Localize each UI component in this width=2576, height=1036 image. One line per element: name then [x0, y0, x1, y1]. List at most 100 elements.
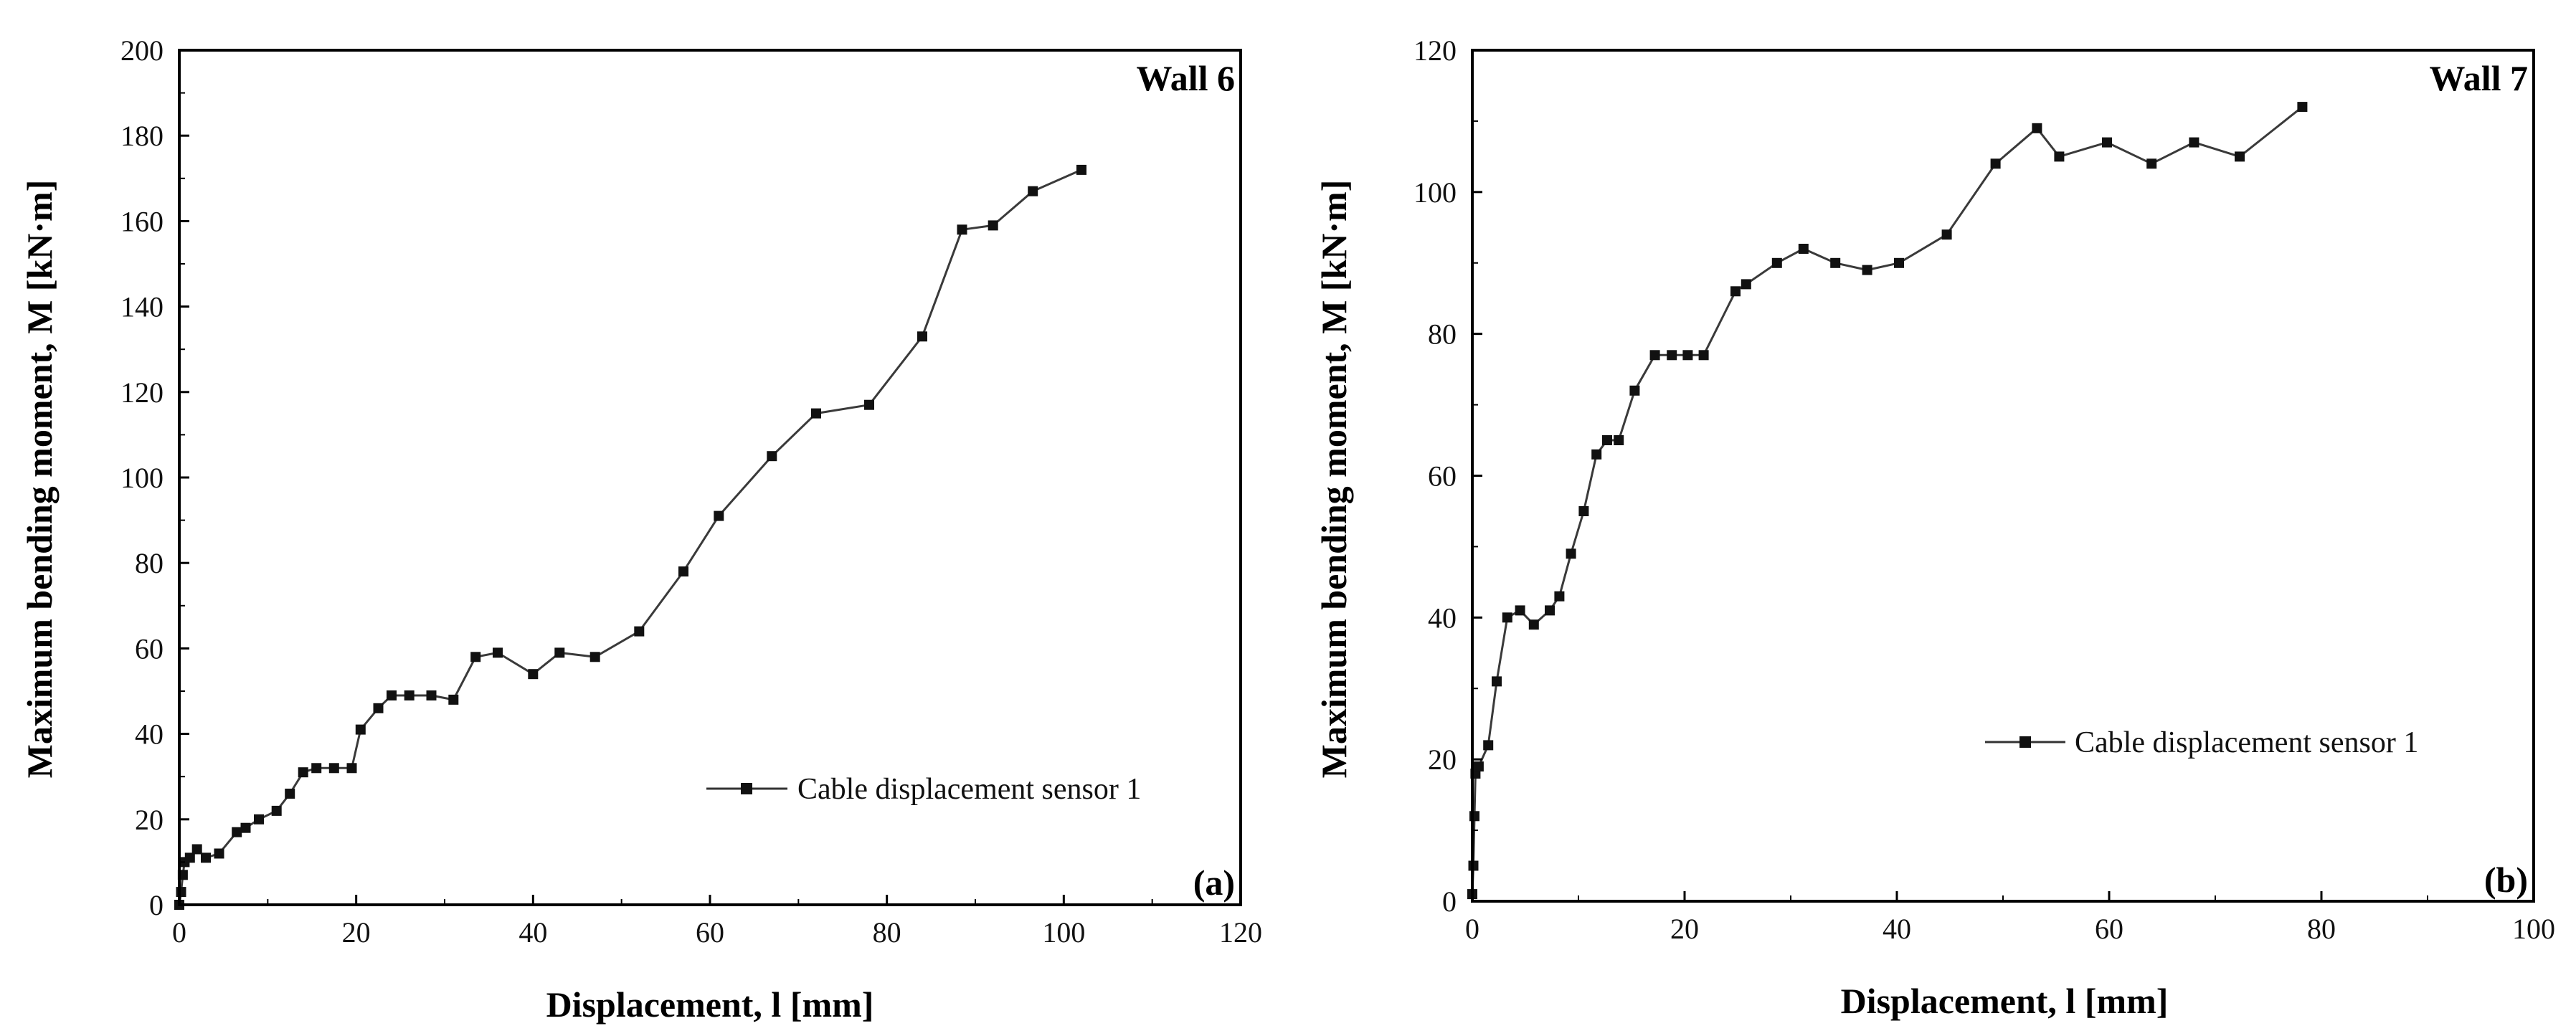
data-point — [1591, 449, 1602, 460]
data-point — [1492, 676, 1502, 687]
data-point — [176, 887, 186, 898]
data-point — [1502, 612, 1512, 623]
x-axis-title: Displacement, l [mm] — [546, 984, 874, 1025]
data-point — [1515, 605, 1525, 616]
chart-title: Wall 7 — [2429, 58, 2528, 98]
chart-title: Wall 6 — [1136, 58, 1235, 98]
data-point — [346, 763, 357, 774]
x-tick-label: 0 — [172, 916, 186, 949]
y-tick-label: 20 — [135, 804, 164, 836]
data-point — [184, 852, 195, 863]
y-tick-label: 100 — [1414, 176, 1457, 209]
data-point — [298, 767, 308, 778]
y-tick-label: 80 — [135, 547, 164, 579]
data-point — [1028, 186, 1038, 196]
y-tick-label: 140 — [120, 291, 164, 323]
data-point — [232, 827, 242, 837]
y-tick-label: 200 — [120, 34, 164, 67]
data-point — [678, 566, 688, 577]
data-point — [1528, 619, 1539, 630]
data-point — [2054, 151, 2065, 162]
data-point — [917, 331, 927, 342]
x-tick-label: 120 — [1219, 916, 1262, 949]
legend-marker — [741, 783, 752, 794]
panel-label: (b) — [2484, 860, 2528, 900]
y-tick-label: 120 — [1414, 34, 1457, 67]
data-point — [1473, 761, 1484, 772]
data-point — [355, 724, 366, 735]
data-point — [2032, 123, 2042, 133]
chart-panel-wall-7: 0 20 40 60 80 100 0 20 40 60 80 100 120 Wall 7 (b) D… — [1314, 34, 2555, 1021]
data-point — [957, 224, 967, 235]
data-point — [2235, 151, 2245, 162]
data-point — [1614, 435, 1624, 445]
panel-label: (a) — [1193, 862, 1235, 903]
data-point — [2146, 158, 2157, 169]
data-point — [988, 220, 998, 231]
legend: Cable displacement sensor 1 — [1985, 726, 2418, 759]
data-point — [1941, 229, 1952, 240]
data-point — [1862, 265, 1872, 275]
y-tick-label: 40 — [1428, 602, 1457, 634]
data-point — [1798, 244, 1809, 254]
data-point — [1566, 548, 1576, 559]
x-tick-label: 40 — [518, 916, 547, 949]
data-point — [201, 852, 211, 863]
data-point — [1076, 164, 1086, 175]
data-point — [404, 690, 415, 700]
data-point — [714, 510, 724, 521]
data-point — [1830, 257, 1841, 268]
data-point — [493, 647, 503, 658]
data-point — [2297, 102, 2308, 113]
data-point — [1682, 350, 1693, 361]
data-point — [1741, 279, 1751, 290]
x-axis-title: Displacement, l [mm] — [1841, 981, 2169, 1021]
x-tick-label: 20 — [342, 916, 371, 949]
y-tick-label: 20 — [1428, 743, 1457, 776]
series-line — [1471, 105, 2303, 895]
data-point — [589, 652, 600, 662]
y-tick-label: 80 — [1428, 318, 1457, 351]
data-point — [1894, 257, 1904, 268]
data-point — [1667, 350, 1677, 361]
data-point — [1578, 506, 1589, 516]
data-point — [634, 626, 645, 637]
data-point — [191, 844, 202, 855]
data-point — [1698, 350, 1709, 361]
y-axis-title: Maximum bending moment, M [kN·m] — [1314, 180, 1354, 779]
data-point — [426, 690, 437, 700]
x-tick-label: 40 — [1883, 913, 1911, 945]
plot-frame — [1471, 49, 2535, 903]
data-point — [1649, 350, 1660, 361]
data-point — [271, 805, 282, 816]
legend-label: Cable displacement sensor 1 — [2075, 726, 2418, 759]
data-point — [1602, 435, 1612, 445]
data-point — [1483, 740, 1494, 751]
data-point — [285, 789, 295, 799]
data-point — [2102, 137, 2112, 148]
x-tick-label: 0 — [1465, 913, 1479, 945]
x-tick-label: 80 — [873, 916, 901, 949]
data-point — [811, 408, 821, 419]
legend: Cable displacement sensor 1 — [706, 773, 1141, 806]
data-point — [214, 848, 224, 859]
data-point — [1771, 257, 1782, 268]
x-tick-label: 80 — [2307, 913, 2336, 945]
x-tick-label: 100 — [1042, 916, 1085, 949]
y-tick-label: 100 — [120, 462, 164, 494]
data-point — [311, 763, 322, 774]
data-point — [387, 690, 397, 700]
y-tick-label: 60 — [135, 632, 164, 665]
data-point — [1730, 286, 1741, 297]
data-point — [2189, 137, 2199, 148]
data-point — [1990, 158, 2001, 169]
y-tick-label: 120 — [120, 376, 164, 409]
data-point — [373, 703, 384, 713]
data-point — [1629, 385, 1640, 396]
y-tick-label: 0 — [1442, 885, 1457, 918]
y-tick-label: 40 — [135, 718, 164, 751]
data-point — [448, 694, 459, 705]
y-tick-label: 180 — [120, 120, 164, 152]
x-tick-label: 60 — [696, 916, 724, 949]
y-tick-label: 0 — [149, 889, 164, 921]
